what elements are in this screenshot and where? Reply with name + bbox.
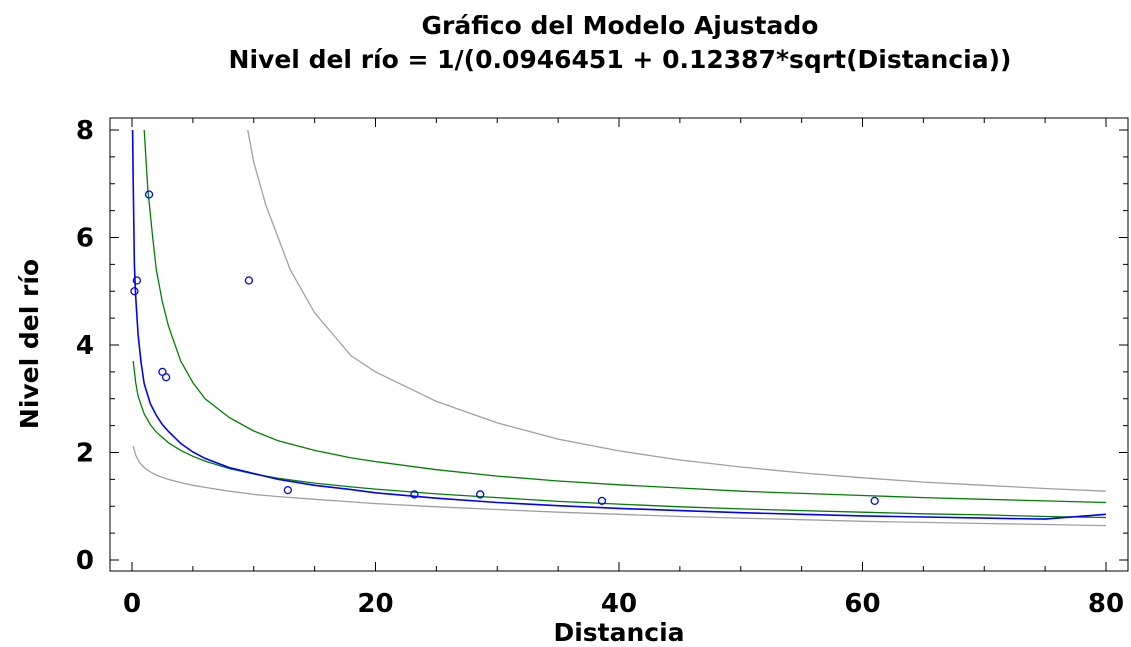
x-tick-label: 0 — [123, 589, 141, 619]
data-point — [597, 496, 607, 506]
data-point — [283, 485, 292, 495]
y-tick-label: 2 — [76, 439, 94, 469]
y-tick-label: 8 — [76, 116, 94, 146]
x-tick-label: 20 — [357, 589, 393, 619]
x-axis-title: Distancia — [553, 618, 684, 647]
y-tick-label: 0 — [76, 546, 94, 576]
data-point — [132, 276, 142, 285]
prediction-upper-curve — [247, 129, 1107, 492]
prediction-lower-curve — [132, 445, 1107, 527]
x-tick-label: 40 — [601, 589, 637, 619]
data-point — [476, 490, 485, 499]
plot-frame — [109, 117, 1129, 572]
x-tick-label: 80 — [1088, 589, 1124, 619]
fit-curve — [131, 129, 1107, 520]
y-tick-label: 4 — [76, 331, 94, 361]
y-axis-title: Nivel del río — [15, 259, 44, 429]
confidence-upper-curve — [143, 129, 1107, 504]
chart-title: Gráfico del Modelo Ajustado — [422, 11, 819, 40]
data-point — [161, 373, 171, 382]
data-point — [130, 287, 139, 296]
confidence-lower-curve — [132, 361, 1107, 519]
data-point — [410, 490, 419, 499]
data-point — [244, 276, 254, 285]
chart-subtitle: Nivel del río = 1/(0.0946451 + 0.12387*s… — [229, 45, 1012, 74]
plot-area: 0 20 40 60 80 0 2 4 6 8 — [76, 116, 1129, 619]
data-point — [144, 190, 154, 199]
x-tick-label: 60 — [844, 589, 880, 619]
y-tick-label: 6 — [76, 224, 94, 254]
data-point — [870, 496, 879, 506]
